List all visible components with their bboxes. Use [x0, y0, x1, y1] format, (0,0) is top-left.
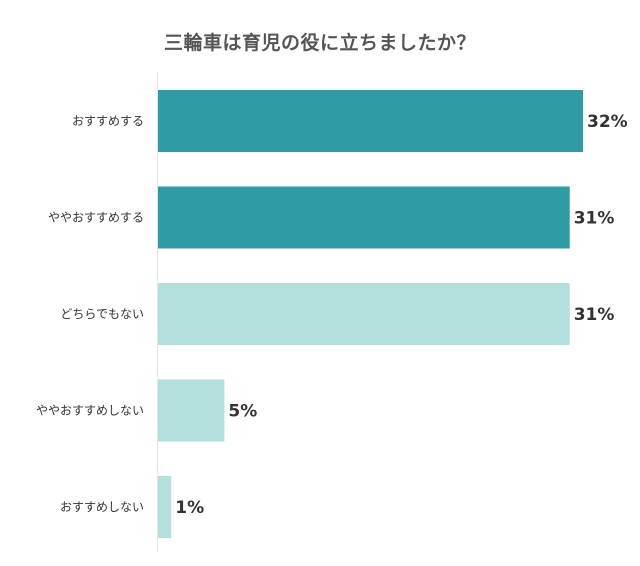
category-label-4: おすすめしない: [60, 500, 144, 514]
category-label-3: ややおすすめしない: [36, 404, 144, 418]
bar-1: [158, 186, 570, 249]
bar-group: おすすめする 32% ややおすすめする 31% どちらでもない 31% ややおすすめしない 5…: [36, 90, 628, 538]
bar-3: [158, 379, 225, 442]
category-label-1: ややおすすめする: [48, 211, 144, 225]
value-label-3: 5%: [228, 402, 257, 422]
value-label-4: 1%: [175, 498, 204, 518]
chart-title: 三輪車は育児の役に立ちましたか？: [163, 32, 476, 54]
bar-0: [158, 90, 583, 152]
value-label-1: 31%: [574, 209, 615, 229]
bar-4: [158, 476, 172, 538]
value-label-2: 31%: [574, 305, 615, 325]
category-label-2: どちらでもない: [60, 307, 144, 321]
value-label-0: 32%: [587, 112, 628, 132]
bar-2: [158, 283, 570, 345]
category-label-0: おすすめする: [72, 114, 144, 128]
